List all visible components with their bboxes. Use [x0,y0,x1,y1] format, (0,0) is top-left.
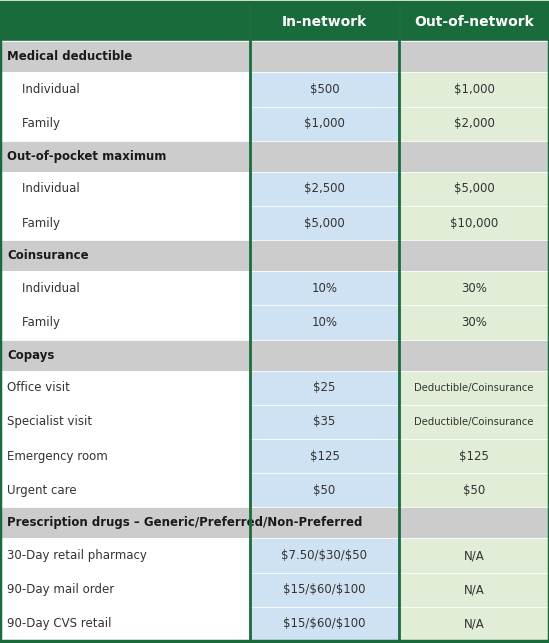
Bar [0,507,549,538]
Text: Out-of-network: Out-of-network [414,15,534,29]
Bar [250,271,399,305]
Bar [250,538,399,573]
Text: $2,500: $2,500 [304,183,345,195]
Bar [0,41,549,73]
Text: In-network: In-network [282,15,367,29]
Bar [250,73,399,107]
Text: 10%: 10% [311,316,338,329]
Bar [399,439,549,473]
Bar [399,607,549,641]
Text: 30%: 30% [461,282,487,295]
Text: Out-of-pocket maximum: Out-of-pocket maximum [7,150,166,163]
Bar [399,538,549,573]
Bar [0,538,250,573]
Bar [0,305,250,340]
Text: Family: Family [7,316,60,329]
Bar [399,107,549,141]
Text: $25: $25 [313,381,335,394]
Bar [0,271,250,305]
Text: $15/$60/$100: $15/$60/$100 [283,583,366,596]
Bar [0,439,250,473]
Text: Family: Family [7,117,60,130]
Text: Coinsurance: Coinsurance [7,249,88,262]
Text: $5,000: $5,000 [304,217,345,230]
Bar [250,206,399,240]
Text: N/A: N/A [464,583,484,596]
Bar [0,607,250,641]
Bar [399,172,549,206]
Text: 30%: 30% [461,316,487,329]
Text: Individual: Individual [7,282,80,295]
Text: $500: $500 [310,83,339,96]
Text: $125: $125 [310,449,339,462]
Text: 90-Day CVS retail: 90-Day CVS retail [7,617,111,630]
Bar [399,473,549,507]
Bar [399,2,549,41]
Bar [399,271,549,305]
Text: Emergency room: Emergency room [7,449,108,462]
Bar [250,473,399,507]
Text: Individual: Individual [7,183,80,195]
Text: Deductible/Coinsurance: Deductible/Coinsurance [414,383,534,393]
Bar [0,206,250,240]
Text: $10,000: $10,000 [450,217,498,230]
Bar [250,607,399,641]
Text: Office visit: Office visit [7,381,70,394]
Bar [250,172,399,206]
Text: $7.50/$30/$50: $7.50/$30/$50 [282,549,367,562]
Bar [399,73,549,107]
Text: $50: $50 [313,484,335,497]
Bar [0,340,549,371]
Text: $2,000: $2,000 [453,117,495,130]
Bar [0,73,250,107]
Bar [0,573,250,607]
Bar [250,371,399,405]
Text: $1,000: $1,000 [304,117,345,130]
Text: 90-Day mail order: 90-Day mail order [7,583,114,596]
Bar [250,305,399,340]
Text: $125: $125 [459,449,489,462]
Bar [250,439,399,473]
Bar [250,2,399,41]
Text: Deductible/Coinsurance: Deductible/Coinsurance [414,417,534,427]
Bar [250,405,399,439]
Text: Prescription drugs – Generic/Preferred/Non-Preferred: Prescription drugs – Generic/Preferred/N… [7,516,362,529]
Text: Medical deductible: Medical deductible [7,50,132,64]
Bar [250,107,399,141]
Bar [399,305,549,340]
Bar [399,573,549,607]
Bar [0,405,250,439]
Text: Copays: Copays [7,349,54,361]
Bar [0,172,250,206]
Bar [0,107,250,141]
Text: $50: $50 [463,484,485,497]
Text: $1,000: $1,000 [453,83,495,96]
Text: Individual: Individual [7,83,80,96]
Text: 10%: 10% [311,282,338,295]
Bar [0,371,250,405]
Bar [399,405,549,439]
Text: Urgent care: Urgent care [7,484,77,497]
Text: $35: $35 [313,415,335,428]
Text: N/A: N/A [464,617,484,630]
Bar [0,240,549,271]
Bar [399,206,549,240]
Bar [0,141,549,172]
Text: Specialist visit: Specialist visit [7,415,92,428]
Text: $5,000: $5,000 [453,183,495,195]
Text: Family: Family [7,217,60,230]
Bar [0,2,250,41]
Text: $15/$60/$100: $15/$60/$100 [283,617,366,630]
Bar [399,371,549,405]
Text: 30-Day retail pharmacy: 30-Day retail pharmacy [7,549,147,562]
Bar [250,573,399,607]
Text: N/A: N/A [464,549,484,562]
Bar [0,473,250,507]
